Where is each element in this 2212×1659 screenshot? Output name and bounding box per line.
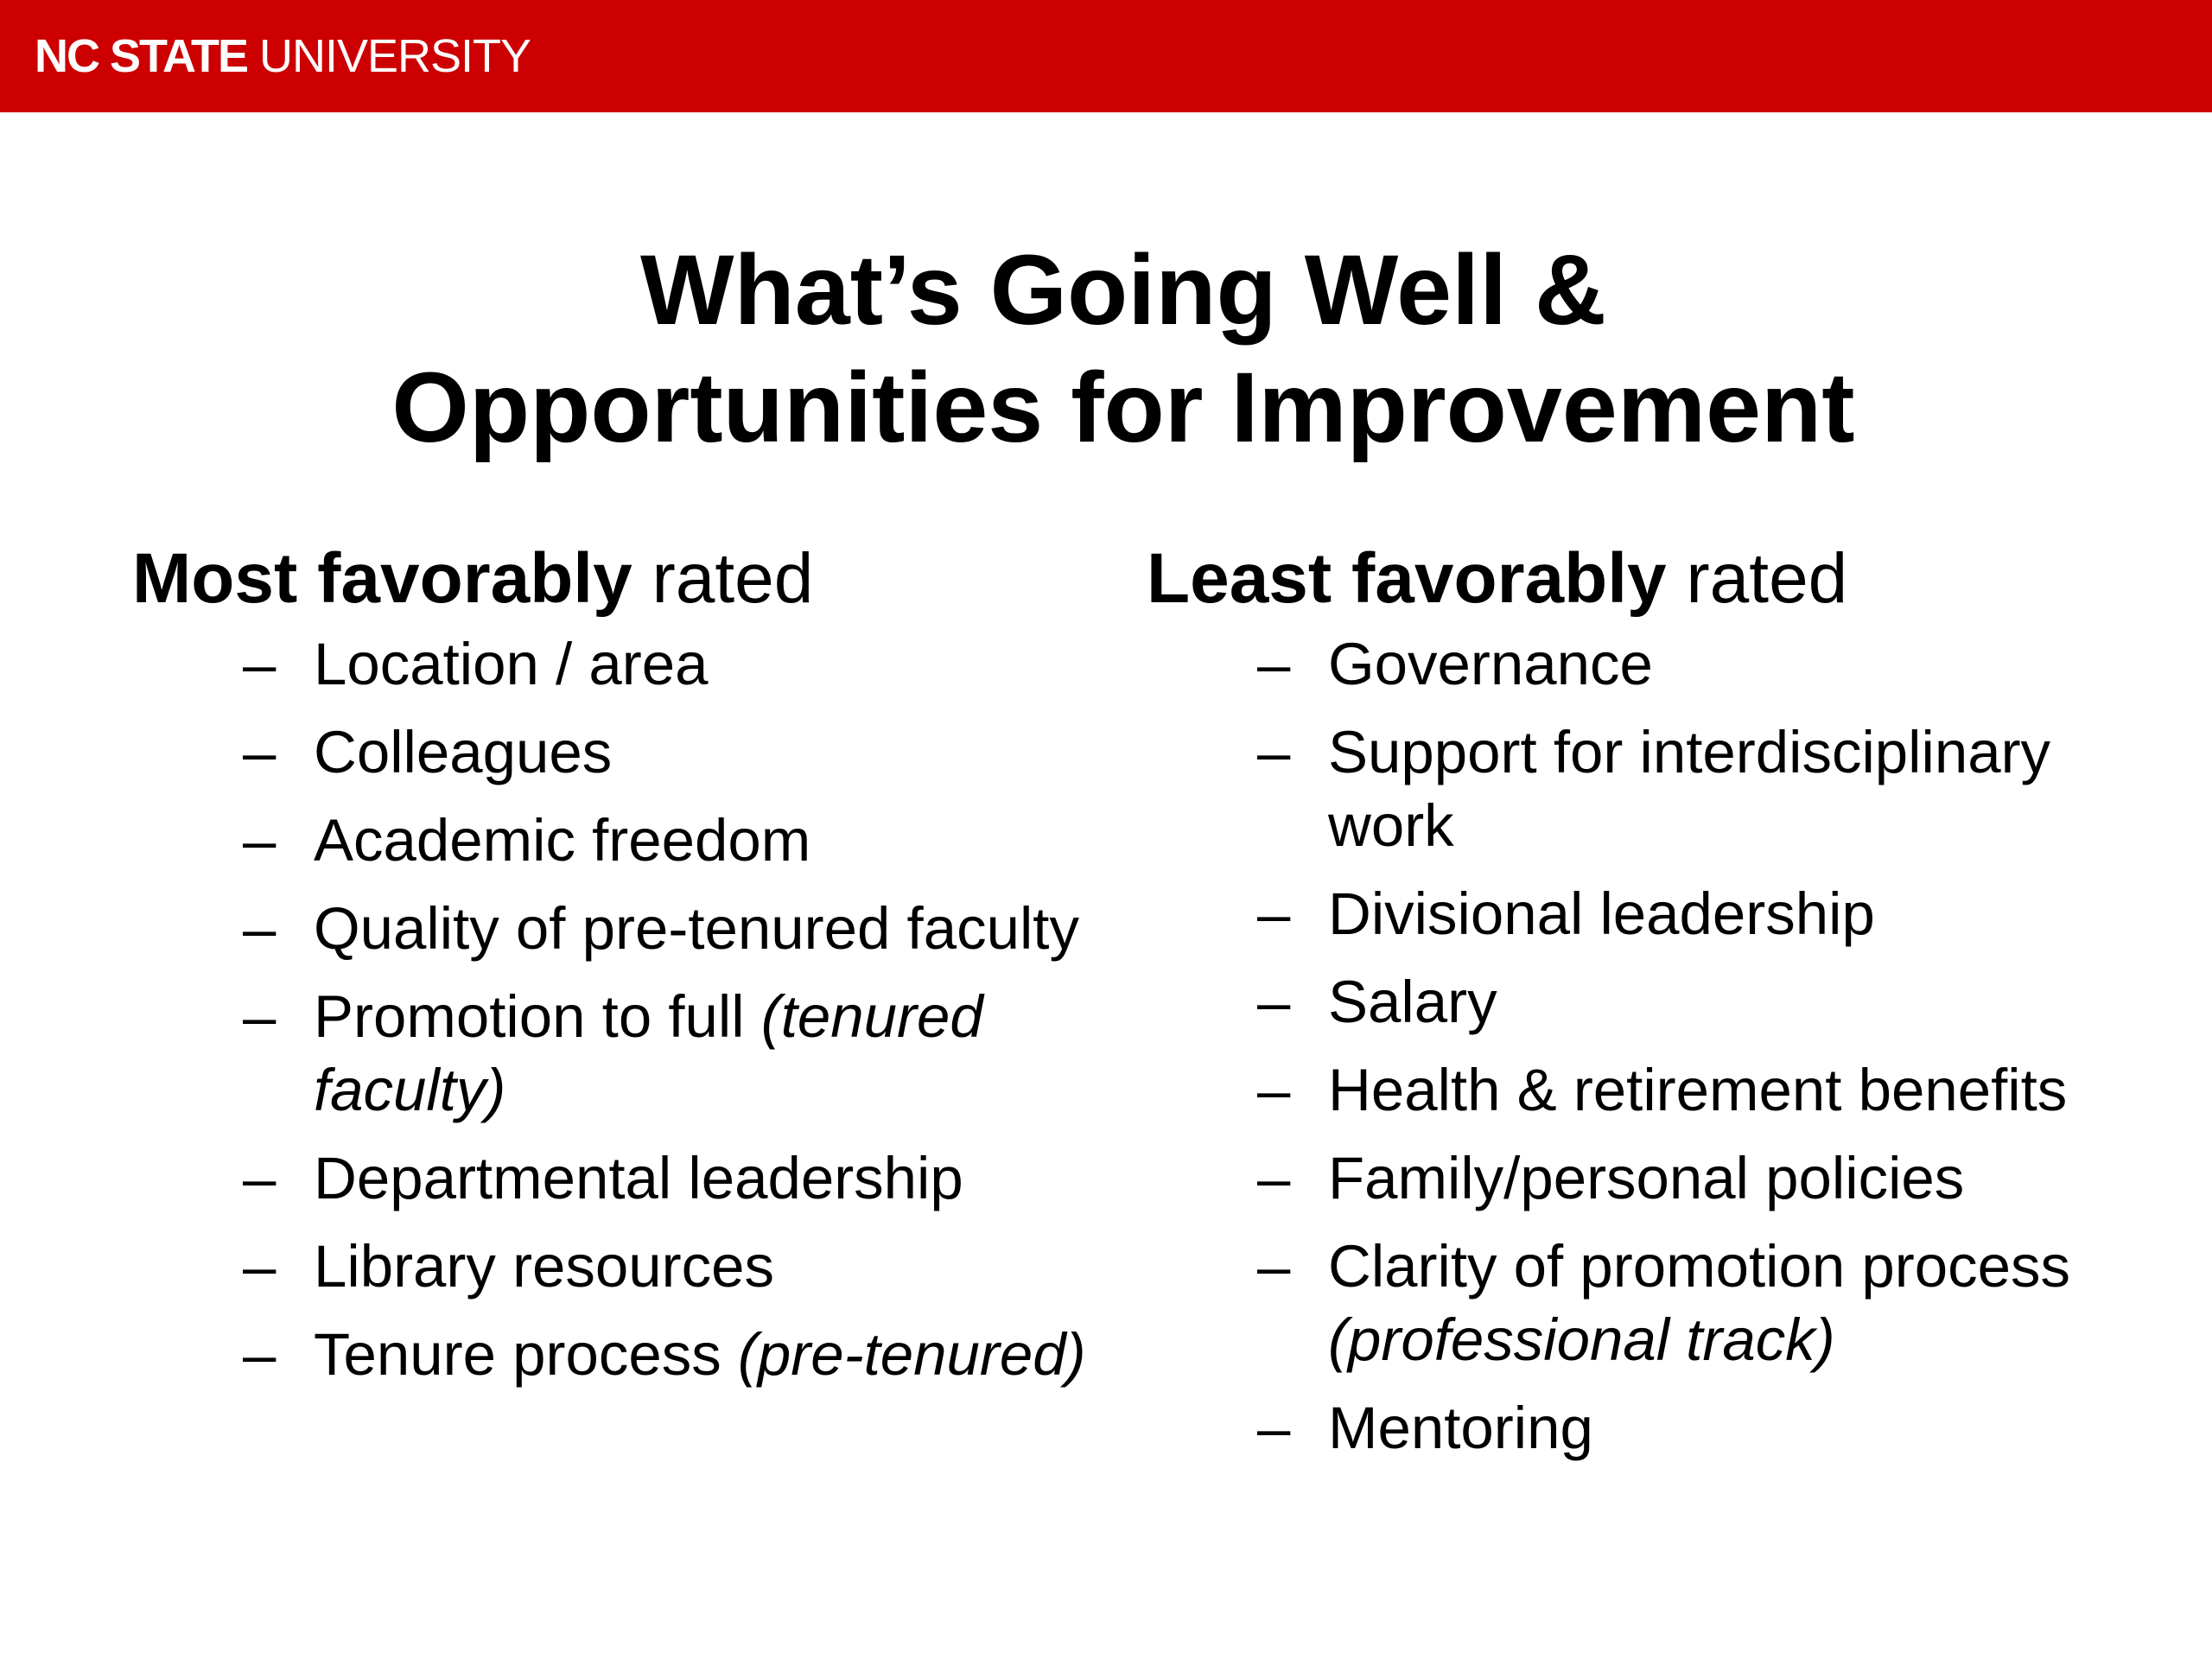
- heading-bold: Least favorably: [1147, 539, 1667, 618]
- dash-bullet: –: [1257, 1395, 1291, 1461]
- logo-regular-text: UNIVERSITY: [246, 30, 531, 82]
- list-item: – Support for interdisciplinary work: [1147, 715, 2183, 862]
- list-item-text: Tenure process: [314, 1321, 738, 1388]
- list-item: – Quality of pre-tenured faculty: [132, 892, 1117, 965]
- list-item: – Family/personal policies: [1147, 1141, 2183, 1215]
- dash-bullet: –: [243, 983, 276, 1050]
- list-item-text: Location / area: [314, 631, 709, 697]
- logo-bold-text: NC STATE: [35, 30, 249, 82]
- list-item-note: (professional track): [1328, 1306, 1835, 1373]
- least-favorably-heading: Least favorably rated: [1147, 536, 2183, 622]
- list-item-text: Divisional leadership: [1328, 880, 1875, 947]
- header-bar: NC STATE UNIVERSITY: [0, 0, 2212, 112]
- dash-bullet: –: [1257, 631, 1291, 697]
- list-item-text: Governance: [1328, 631, 1653, 697]
- dash-bullet: –: [243, 1233, 276, 1300]
- list-item: – Salary: [1147, 965, 2183, 1039]
- list-item-text: Library resources: [314, 1233, 775, 1300]
- dash-bullet: –: [1257, 1233, 1291, 1300]
- dash-bullet: –: [1257, 969, 1291, 1035]
- list-item-text: Family/personal policies: [1328, 1145, 1965, 1211]
- dash-bullet: –: [243, 895, 276, 962]
- list-item: – Health & retirement benefits: [1147, 1053, 2183, 1127]
- list-item: – Departmental leadership: [132, 1141, 1117, 1215]
- heading-bold: Most favorably: [132, 539, 632, 618]
- list-item-text: Support for interdisciplinary work: [1328, 719, 2051, 859]
- least-favorably-list: – Governance – Support for interdisciplinar…: [1147, 627, 2183, 1465]
- dash-bullet: –: [243, 807, 276, 874]
- list-item: – Governance: [1147, 627, 2183, 701]
- list-item-text: Clarity of promotion process: [1328, 1233, 2070, 1300]
- list-item-text: Salary: [1328, 969, 1497, 1035]
- list-item-text: Departmental leadership: [314, 1145, 963, 1211]
- dash-bullet: –: [1257, 1145, 1291, 1211]
- dash-bullet: –: [1257, 880, 1291, 947]
- list-item: – Tenure process (pre-tenured): [132, 1318, 1117, 1391]
- dash-bullet: –: [1257, 719, 1291, 785]
- list-item-text: Colleagues: [314, 719, 613, 785]
- slide-title-line-2: Opportunities for Improvement: [391, 353, 1855, 463]
- least-favorably-column: Least favorably rated – Governance – Suppor…: [1147, 536, 2183, 1479]
- list-item-text: Mentoring: [1328, 1395, 1593, 1461]
- list-item-note: (pre-tenured): [737, 1321, 1086, 1388]
- heading-regular: rated: [1666, 539, 1848, 618]
- heading-regular: rated: [632, 539, 814, 618]
- list-item: – Library resources: [132, 1230, 1117, 1303]
- list-item: – Clarity of promotion process (professio…: [1147, 1230, 2183, 1376]
- list-item: – Location / area: [132, 627, 1117, 701]
- dash-bullet: –: [243, 631, 276, 697]
- dash-bullet: –: [243, 1145, 276, 1211]
- dash-bullet: –: [243, 719, 276, 785]
- list-item-text: Health & retirement benefits: [1328, 1057, 2068, 1123]
- dash-bullet: –: [1257, 1057, 1291, 1123]
- list-item: – Mentoring: [1147, 1391, 2183, 1465]
- list-item: – Colleagues: [132, 715, 1117, 789]
- dash-bullet: –: [243, 1321, 276, 1388]
- list-item: – Academic freedom: [132, 804, 1117, 877]
- most-favorably-list: – Location / area – Colleagues – Academic fre…: [132, 627, 1117, 1391]
- list-item-text: Academic freedom: [314, 807, 811, 874]
- most-favorably-column: Most favorably rated – Location / area – Co…: [132, 536, 1117, 1406]
- list-item-text: Promotion to full: [314, 983, 761, 1050]
- slide-title: What’s Going Well & Opportunities for Im…: [0, 232, 2212, 467]
- list-item-text: Quality of pre-tenured faculty: [314, 895, 1079, 962]
- university-logo: NC STATE UNIVERSITY: [35, 29, 531, 83]
- slide-title-line-1: What’s Going Well &: [639, 235, 1607, 346]
- most-favorably-heading: Most favorably rated: [132, 536, 1117, 622]
- list-item-note: (tenured faculty): [314, 983, 983, 1123]
- list-item: – Promotion to full (tenured faculty): [132, 980, 1117, 1127]
- list-item: – Divisional leadership: [1147, 877, 2183, 950]
